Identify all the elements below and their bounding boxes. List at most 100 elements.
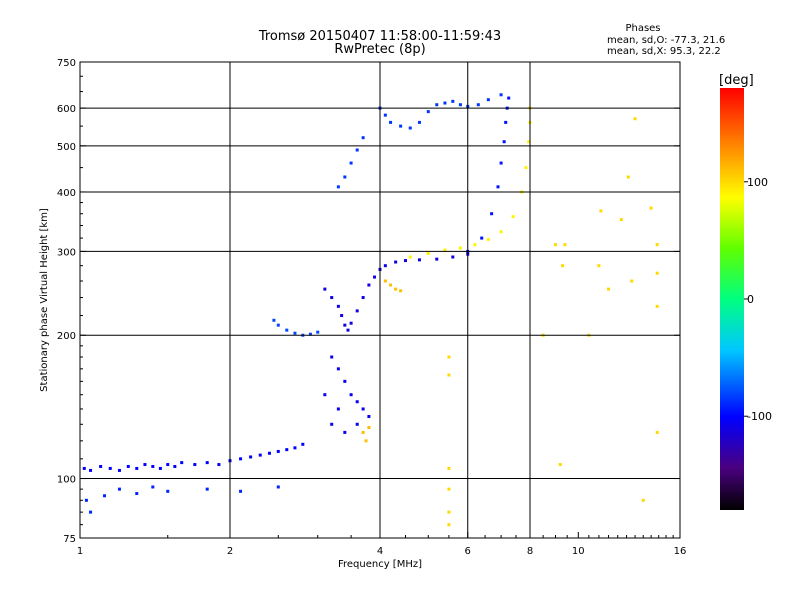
echo-point [649,206,653,210]
echo-point [490,212,494,216]
echo-point [447,523,451,527]
echo-point [267,451,271,455]
x-tick-label: 4 [377,546,383,557]
legend-x-mode-stats: mean, sd,X: 95.3, 22.2 [607,46,721,57]
echo-point [343,323,347,327]
echo-point [355,309,359,313]
echo-point [563,243,567,247]
echo-point [458,246,462,250]
echo-point [349,321,353,325]
data-points [82,93,659,527]
echo-point [336,367,340,371]
echo-point [630,279,634,283]
echo-point [447,355,451,359]
echo-point [82,466,86,470]
echo-point [655,430,659,434]
echo-point [394,287,398,291]
echo-point [285,448,289,452]
echo-point [355,422,359,426]
echo-point [249,455,253,459]
echo-point [655,271,659,275]
colorbar-ticks: 100 0 -100 [744,176,772,423]
echo-point [451,255,455,259]
x-axis-ticks: 1 2 4 6 8 10 16 [77,532,686,557]
echo-point [486,98,490,102]
echo-point [499,93,503,97]
echo-point [349,161,353,165]
echo-point [399,124,403,128]
echo-point [276,323,280,327]
echo-point [447,510,451,514]
echo-point [166,489,170,493]
echo-point [361,136,365,140]
echo-point [527,140,531,144]
colorbar [720,88,744,510]
echo-point [205,487,209,491]
y-tick-label: 75 [63,534,76,545]
echo-point [285,328,289,332]
echo-point [84,498,88,502]
echo-point [143,463,147,467]
echo-point [486,237,490,241]
x-tick-label: 10 [572,546,585,557]
echo-point [117,487,121,491]
echo-point [597,264,601,268]
echo-point [301,442,305,446]
echo-point [346,328,350,332]
chart-title: Tromsø 20150407 11:58:00-11:59:43 [258,29,501,44]
colorbar-tick-label: -100 [747,410,772,423]
echo-point [361,296,365,300]
echo-point [480,236,484,240]
echo-point [343,379,347,383]
echo-point [355,400,359,404]
echo-point [330,355,334,359]
echo-point [447,466,451,470]
echo-point [166,463,170,467]
echo-point [607,287,611,291]
echo-point [193,463,197,467]
echo-point [126,464,130,468]
x-tick-label: 8 [527,546,533,557]
echo-point [399,289,403,293]
echo-point [361,407,365,411]
echo-point [641,498,645,502]
echo-point [435,103,439,107]
echo-point [367,425,371,429]
echo-point [451,99,455,103]
echo-point [323,287,327,291]
y-tick-label: 300 [57,247,76,258]
echo-point [173,464,177,468]
echo-point [239,489,243,493]
echo-point [633,117,637,121]
echo-point [343,175,347,179]
echo-point [599,209,603,213]
y-tick-label: 100 [57,475,76,486]
echo-point [443,248,447,252]
legend-o-mode-stats: mean, sd,O: -77.3, 21.6 [607,35,725,46]
echo-point [447,373,451,377]
echo-point [373,275,377,279]
colorbar-tick-label: 100 [747,176,768,189]
echo-point [496,185,500,189]
echo-point [89,468,93,472]
echo-point [367,283,371,287]
echo-point [293,446,297,450]
echo-point [217,463,221,467]
echo-point [417,120,421,124]
echo-point [135,466,139,470]
y-tick-label: 400 [57,188,76,199]
echo-point [316,330,320,334]
echo-point [239,457,243,461]
chart-subtitle: RwPretec (8p) [334,42,425,57]
echo-point [408,126,412,130]
echo-point [135,492,139,496]
echo-point [108,466,112,470]
echo-point [511,215,515,219]
echo-point [340,314,344,318]
echo-point [364,439,368,443]
echo-point [504,120,508,124]
echo-point [502,140,506,144]
echo-point [180,461,184,465]
x-axis-label: Frequency [MHz] [338,559,422,570]
